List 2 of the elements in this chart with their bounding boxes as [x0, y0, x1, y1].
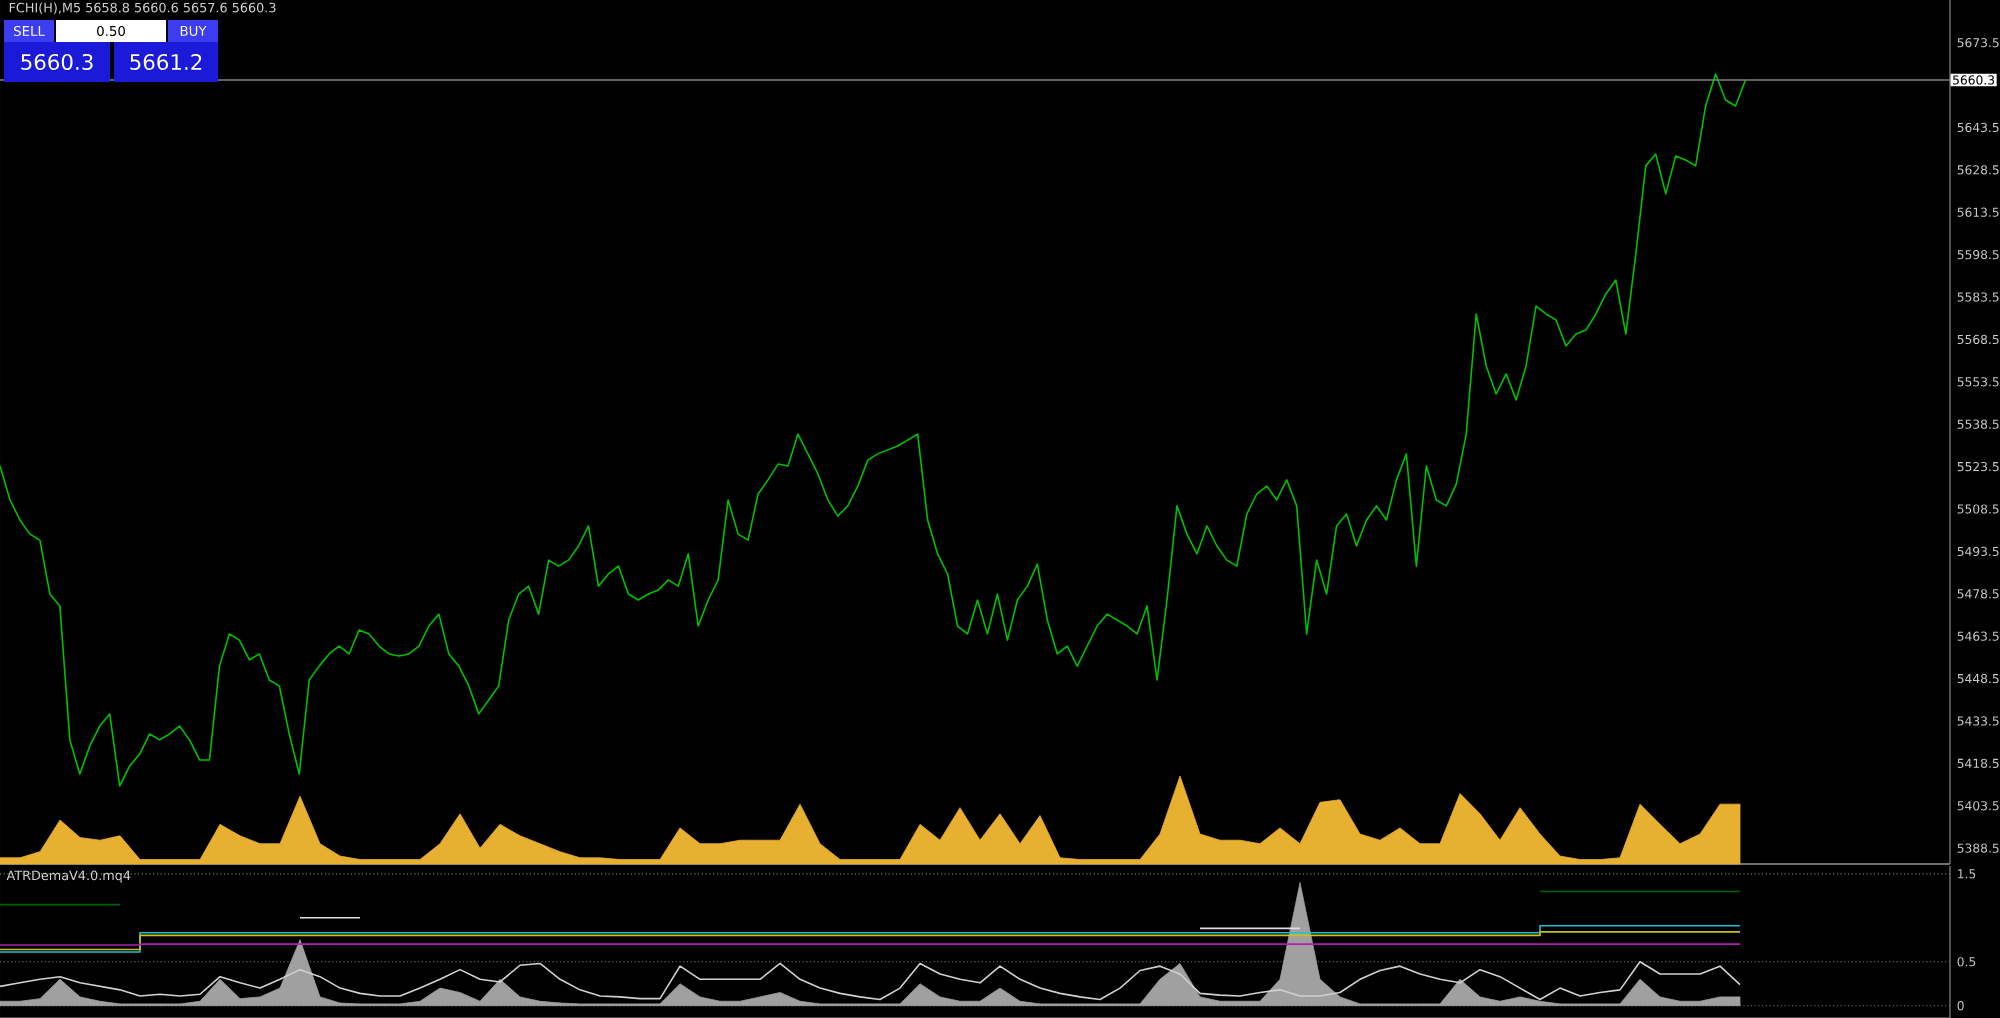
annotation: 5660.3 — [21, 53, 93, 71]
annotation: 5661.2 — [130, 53, 202, 71]
